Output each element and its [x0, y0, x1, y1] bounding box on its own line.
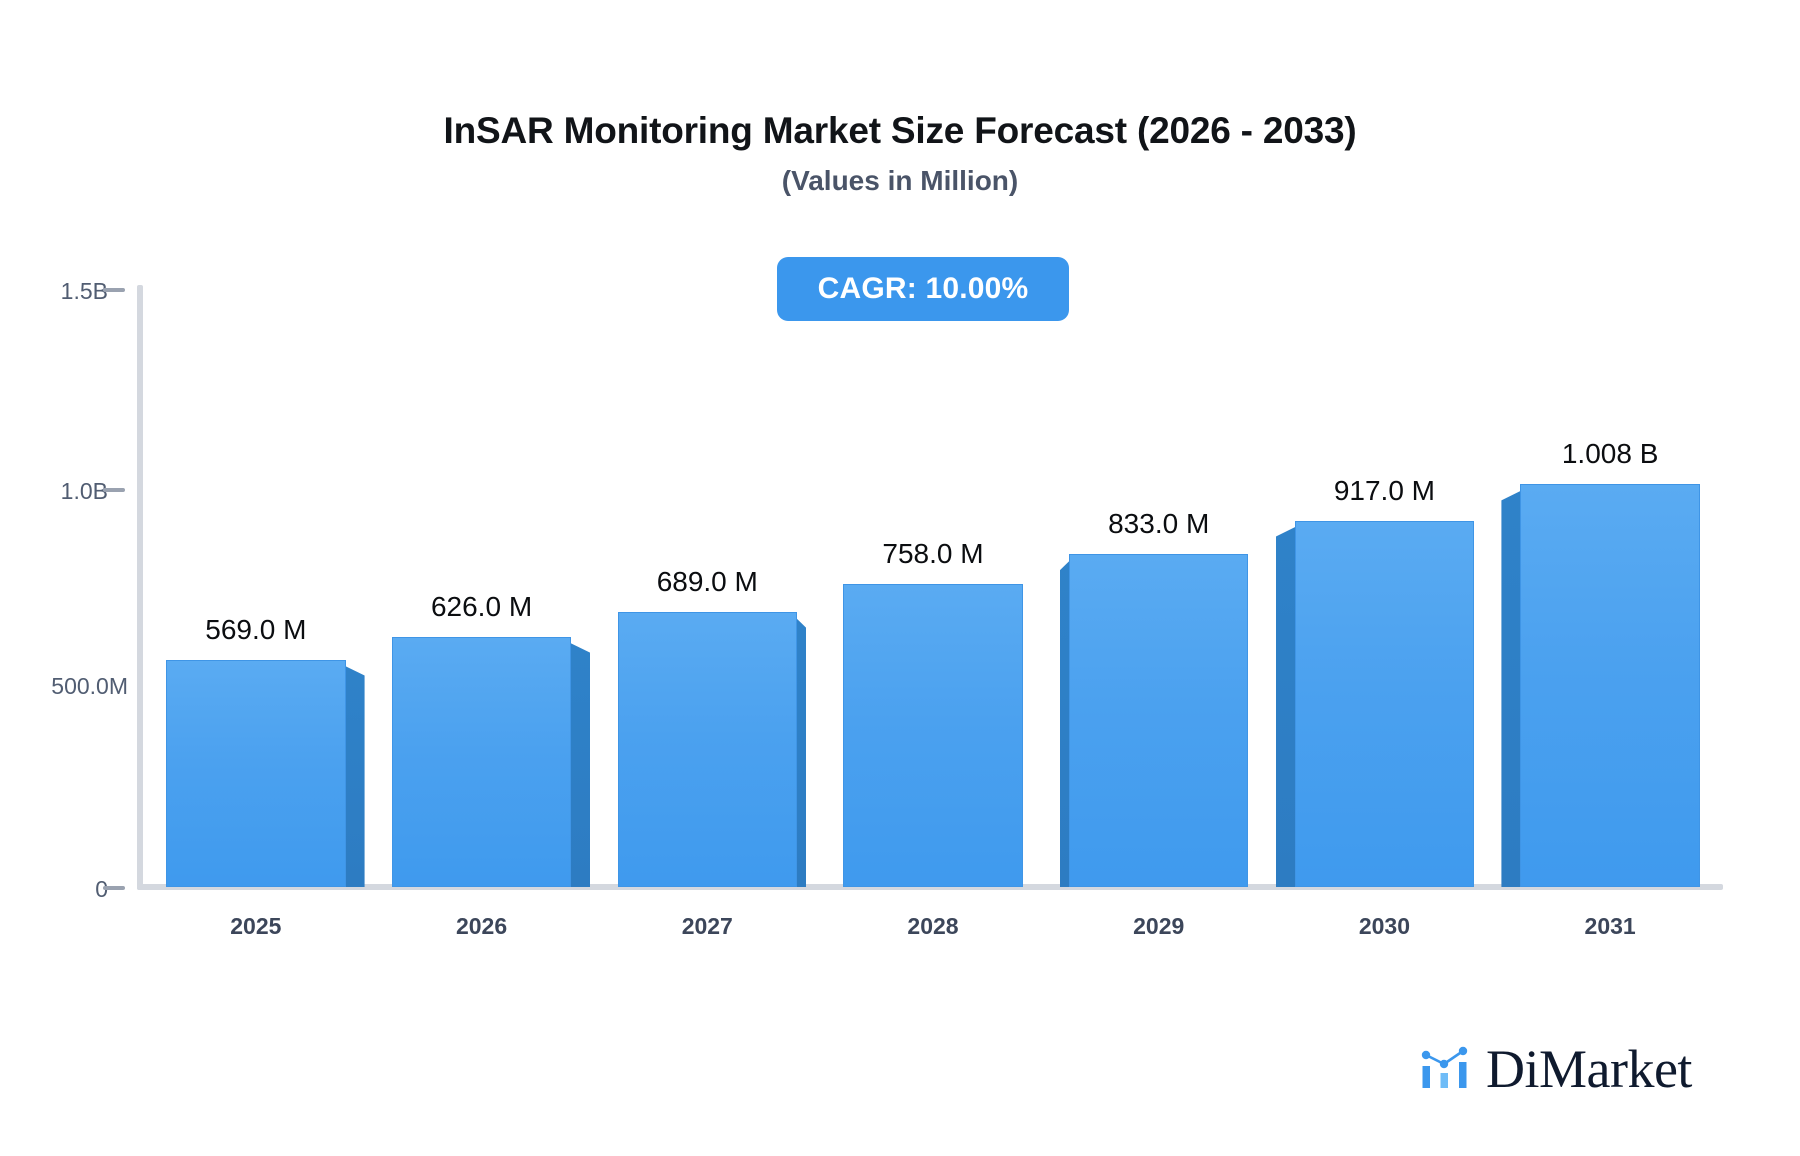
cagr-badge: CAGR: 10.00% [777, 257, 1069, 321]
x-axis-line [137, 884, 1723, 890]
y-tick-label-1000m: 1.0B [60, 478, 108, 504]
y-tick-mark-0 [103, 886, 125, 890]
x-tick-label-2027: 2027 [681, 913, 733, 939]
brand-logo: DiMarket [1418, 1040, 1692, 1098]
bar-front-face-2030 [1294, 520, 1475, 887]
bar-value-label-2026: 626.0 M [430, 591, 533, 623]
brand-name: DiMarket [1486, 1039, 1692, 1099]
y-tick-mark-1000m [103, 488, 125, 492]
x-tick-label-2030: 2030 [1358, 913, 1410, 939]
bar-value-label-2030: 917.0 M [1333, 474, 1435, 506]
x-tick-label-2028: 2028 [907, 913, 959, 939]
bar-side-face-2025 [344, 665, 365, 887]
bar-front-face-2029 [1068, 554, 1249, 887]
bar-value-label-2028: 758.0 M [882, 538, 984, 570]
bar-front-face-2031 [1520, 484, 1700, 887]
x-tick-label-2029: 2029 [1133, 913, 1185, 939]
bar-value-label-2031: 1.008 B [1561, 438, 1659, 470]
y-tick-label-1500m: 1.5B [60, 278, 108, 304]
bar-value-label-2027: 689.0 M [656, 565, 758, 597]
bar-front-face-2027 [617, 611, 797, 887]
bar-side-face-2027 [796, 617, 806, 887]
y-tick-label-0: 0 [95, 876, 108, 902]
bar-front-face-2026 [391, 637, 572, 887]
y-tick-label-500m: 500.0M [51, 673, 128, 699]
bar-side-face-2030 [1275, 526, 1296, 887]
y-tick-mark-1500m [103, 288, 125, 292]
bar-value-label-2029: 833.0 M [1108, 508, 1210, 540]
chart-title: InSAR Monitoring Market Size Forecast (2… [443, 110, 1357, 151]
bar-side-face-2029 [1059, 560, 1070, 887]
bar-front-face-2025 [166, 659, 346, 887]
x-tick-label-2031: 2031 [1584, 913, 1636, 939]
y-axis-line [137, 285, 143, 890]
chart-subtitle: (Values in Million) [781, 165, 1019, 196]
bar-front-face-2028 [843, 584, 1023, 887]
bar-value-label-2025: 569.0 M [205, 613, 307, 645]
bar-side-face-2026 [570, 643, 591, 887]
bar-side-face-2031 [1501, 490, 1522, 887]
x-tick-label-2026: 2026 [455, 913, 508, 939]
x-tick-label-2025: 2025 [230, 913, 282, 939]
bar-chart-icon [1418, 1042, 1472, 1097]
